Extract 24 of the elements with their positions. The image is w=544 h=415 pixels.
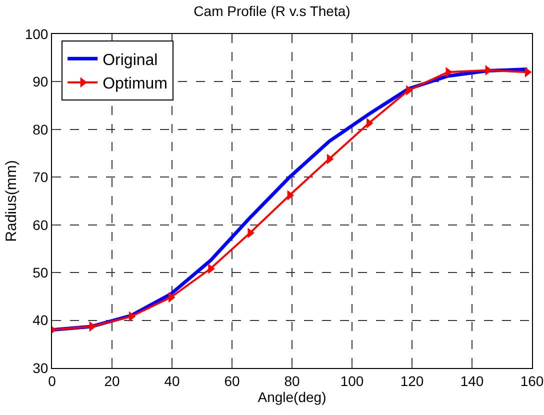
legend-label: Optimum [102,76,168,93]
y-tick-label: 50 [32,264,48,280]
chart-title: Cam Profile (R v.s Theta) [194,3,350,20]
x-tick-label: 20 [104,372,120,389]
x-axis-title: Angle(deg) [258,388,326,405]
y-tick-label: 80 [32,121,48,138]
point [485,65,492,76]
x-tick-label: 80 [284,372,300,389]
y-tick-label: 70 [32,169,48,186]
y-tick-label: 30 [32,360,48,376]
point [287,190,294,200]
y-axis-title: Radius(mm) [3,160,20,242]
y-tick-label: 90 [32,74,48,90]
x-tick-label: 100 [340,372,364,389]
x-tick-label: 40 [164,372,180,389]
legend-label: Original [102,52,158,69]
x-tick-label: 140 [460,372,484,389]
y-tick-label: 100 [24,26,48,42]
y-tick-label: 60 [32,216,48,233]
x-tick-label: 120 [400,372,424,389]
x-tick-label: 60 [224,372,240,389]
y-tick-label: 40 [32,312,48,328]
x-tick-label: 0 [48,372,56,389]
x-tick-label: 160 [520,372,544,389]
